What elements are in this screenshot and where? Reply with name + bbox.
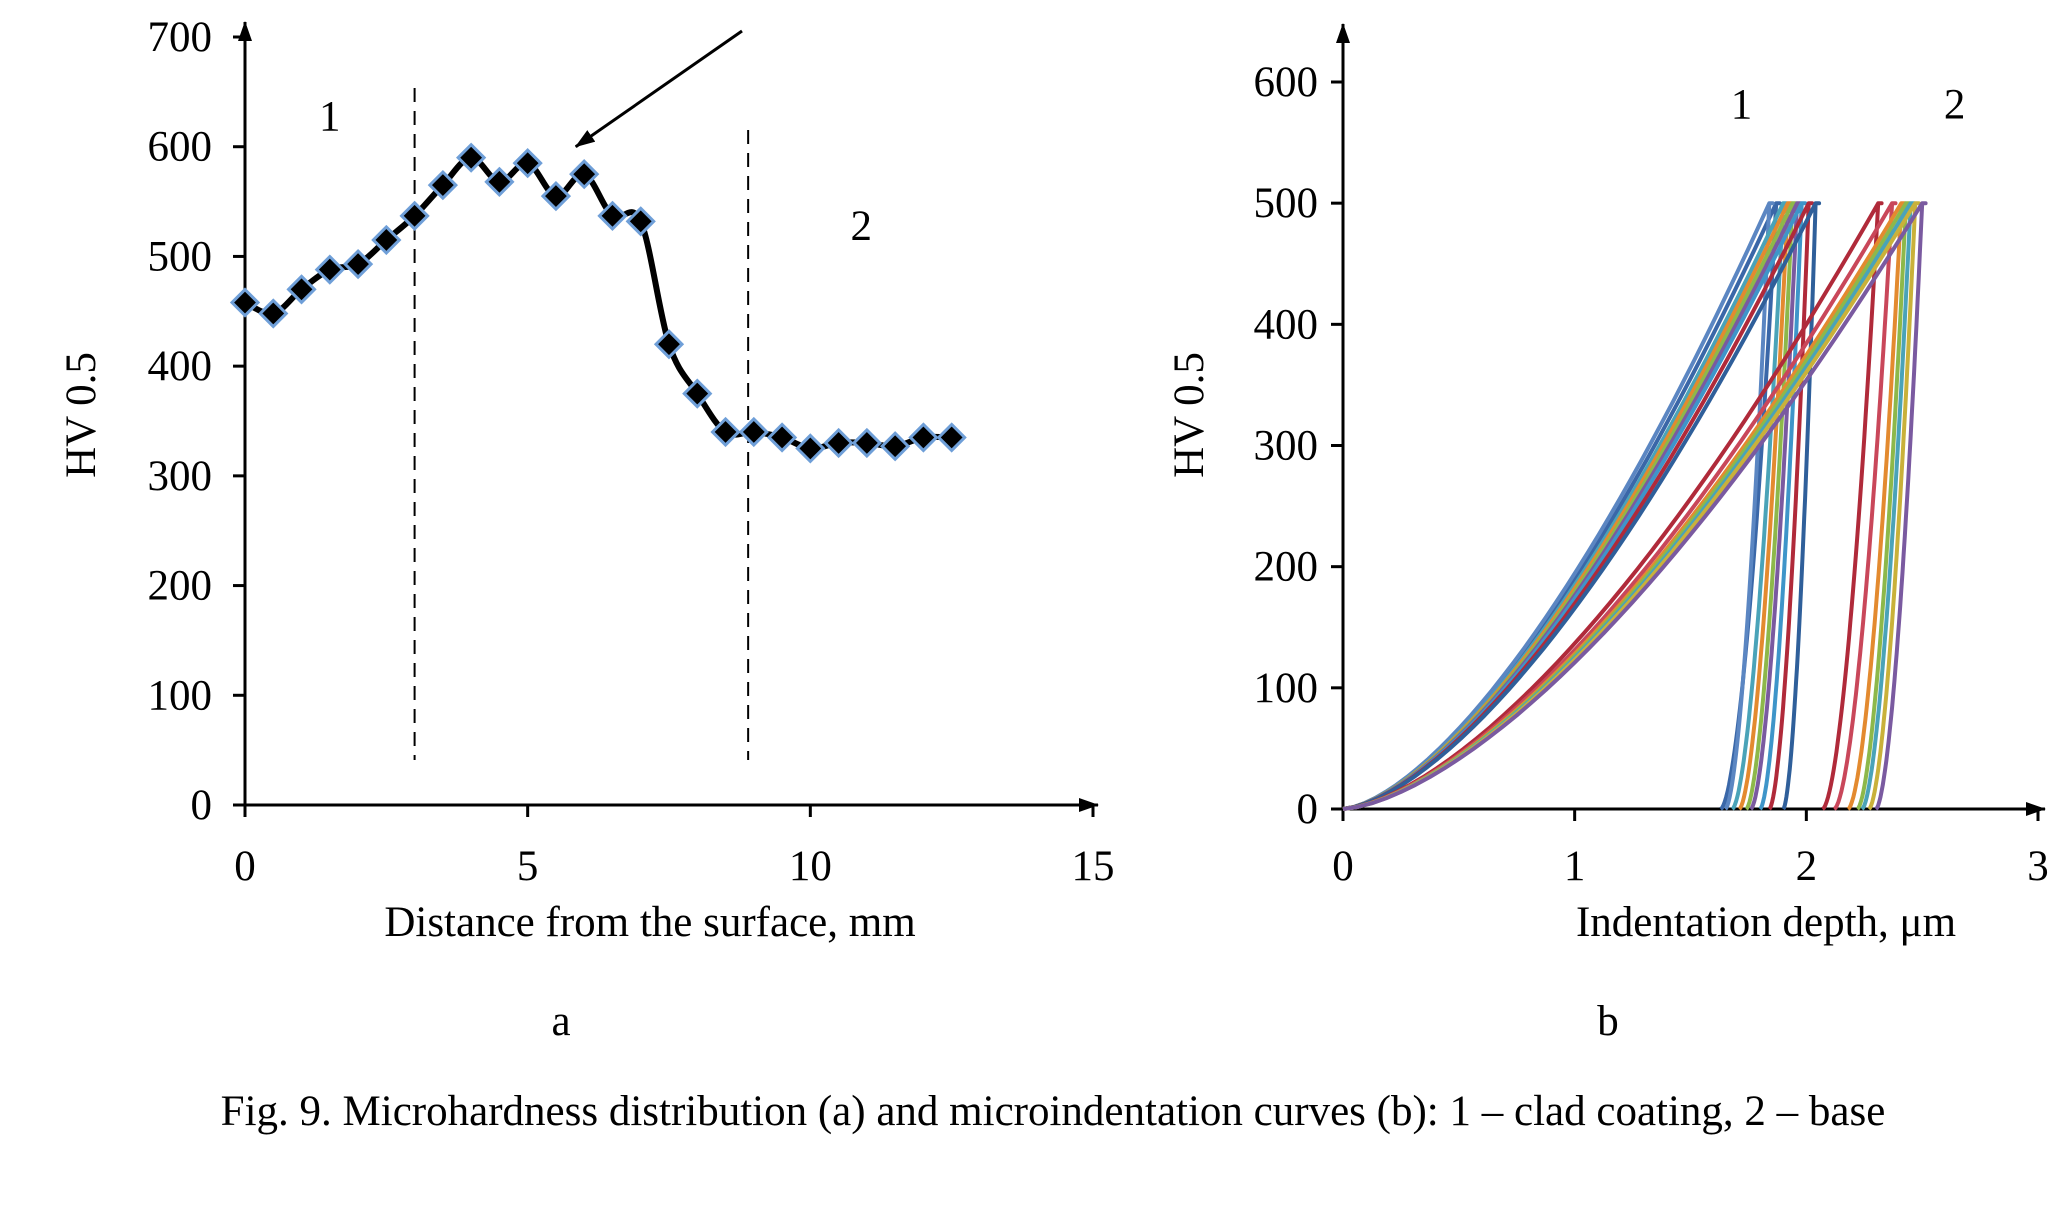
panel-b-x-ticks: 0 1 2 3 <box>1332 809 2049 890</box>
panel-b-indentation-curve <box>1342 201 1808 811</box>
panel-a-y-tick-label: 600 <box>148 124 213 171</box>
panel-a-y-tick-label: 300 <box>148 453 213 500</box>
panel-a-y-tick-label: 500 <box>148 233 213 280</box>
panel-b-x-tick-label: 1 <box>1564 843 1586 890</box>
panel-a-region-label-1: 1 <box>319 93 341 140</box>
panel-b-y-tick-label: 200 <box>1254 544 1319 591</box>
panel-a-data-point <box>851 427 882 459</box>
panel-b-indentation-curve <box>1342 201 1775 811</box>
panel-b-chart: 0 100 200 300 400 500 600 0 1 2 3 1 2 HV 0.5 Inde… <box>1166 23 2049 1045</box>
panel-a-x-tick-label: 5 <box>517 843 539 890</box>
panel-a-data-point <box>258 298 289 329</box>
panel-b-x-tick-label: 2 <box>1796 843 1818 890</box>
panel-b-y-ticks: 0 100 200 300 400 500 600 <box>1254 59 1343 833</box>
panel-b-y-tick-label: 300 <box>1254 423 1319 470</box>
panel-a-data-point <box>653 329 685 360</box>
panel-a-markers <box>229 142 967 464</box>
panel-b-indentation-curve <box>1342 201 1884 811</box>
panel-b-group-label-1: 1 <box>1731 81 1753 128</box>
panel-a-data-point <box>229 287 261 318</box>
panel-b-group-label-2: 2 <box>1944 81 1966 128</box>
panel-a-data-point <box>286 274 317 305</box>
panel-a-x-ticks: 0 5 10 15 <box>234 805 1115 890</box>
panel-b-y-tick-label: 100 <box>1254 665 1319 712</box>
panel-a-data-point <box>371 224 402 256</box>
panel-a-data-point <box>484 166 515 197</box>
panel-a-data-point <box>540 180 572 212</box>
panel-a-x-axis-title: Distance from the surface, mm <box>384 899 915 946</box>
panel-a-data-point <box>597 200 628 231</box>
panel-b-indentation-curve <box>1342 201 1822 811</box>
panel-a-data-point <box>399 200 430 231</box>
panel-a-data-point <box>738 416 769 448</box>
panel-b-x-tick-label: 3 <box>2027 843 2049 890</box>
panel-b-indentation-curve <box>1342 201 1789 811</box>
panel-a-chart: 0 100 200 300 400 500 600 700 0 5 10 15 1 2 HV 0.5… <box>58 14 1115 1045</box>
panel-a-data-point <box>314 254 345 285</box>
panel-a-y-axis-title: HV 0.5 <box>58 352 105 478</box>
panel-a-data-point <box>569 159 600 190</box>
panel-a-y-tick-label: 200 <box>148 563 213 610</box>
panel-a-data-point <box>710 416 741 448</box>
panel-b-y-tick-label: 0 <box>1297 786 1319 833</box>
panel-a-y-tick-label: 0 <box>191 782 213 829</box>
panel-a-series-line <box>243 154 952 452</box>
panel-b-y-tick-label: 600 <box>1254 59 1319 106</box>
panel-a-data-point <box>795 433 826 464</box>
panel-a-letter: a <box>551 998 570 1045</box>
panel-b-y-axis-title: HV 0.5 <box>1166 352 1213 478</box>
figure-caption: Fig. 9. Microhardness distribution (a) a… <box>221 1088 1886 1135</box>
panel-a-y-tick-label: 700 <box>148 14 213 61</box>
panel-a-x-tick-label: 10 <box>789 843 832 890</box>
panel-b-letter: b <box>1597 998 1619 1045</box>
panel-b-x-tick-label: 0 <box>1332 843 1354 890</box>
panel-b-indentation-curve <box>1342 201 1794 811</box>
panel-b-y-tick-label: 400 <box>1254 301 1319 348</box>
panel-a-data-point <box>625 206 656 237</box>
panel-a-y-tick-label: 100 <box>148 672 213 719</box>
panel-a-data-point <box>936 422 967 453</box>
panel-a-data-point <box>456 142 487 173</box>
panel-a-x-tick-label: 0 <box>234 843 256 890</box>
panel-b-indentation-curve <box>1342 201 1928 811</box>
panel-b-y-tick-label: 500 <box>1254 180 1319 227</box>
panel-a-x-tick-label: 15 <box>1072 843 1115 890</box>
panel-a-data-point <box>823 427 854 459</box>
panel-a-y-ticks: 0 100 200 300 400 500 600 700 <box>148 14 245 829</box>
panel-a-boundaries <box>413 88 750 760</box>
panel-a-arrow <box>574 29 743 148</box>
panel-a-data-point <box>766 422 798 453</box>
panel-a-data-point <box>342 248 374 280</box>
panel-a-y-tick-label: 400 <box>148 343 213 390</box>
panel-a-data-point <box>427 169 458 201</box>
panel-a-data-point <box>908 422 939 453</box>
panel-a-data-point <box>880 431 911 462</box>
panel-b-curves <box>1342 201 1928 811</box>
panel-a-data-point <box>512 148 543 179</box>
panel-b-x-axis-title: Indentation depth, μm <box>1576 899 1956 946</box>
panel-a-region-label-2: 2 <box>850 203 872 250</box>
panel-b-indentation-curve <box>1342 201 1898 811</box>
panel-a-data-point <box>682 378 713 409</box>
